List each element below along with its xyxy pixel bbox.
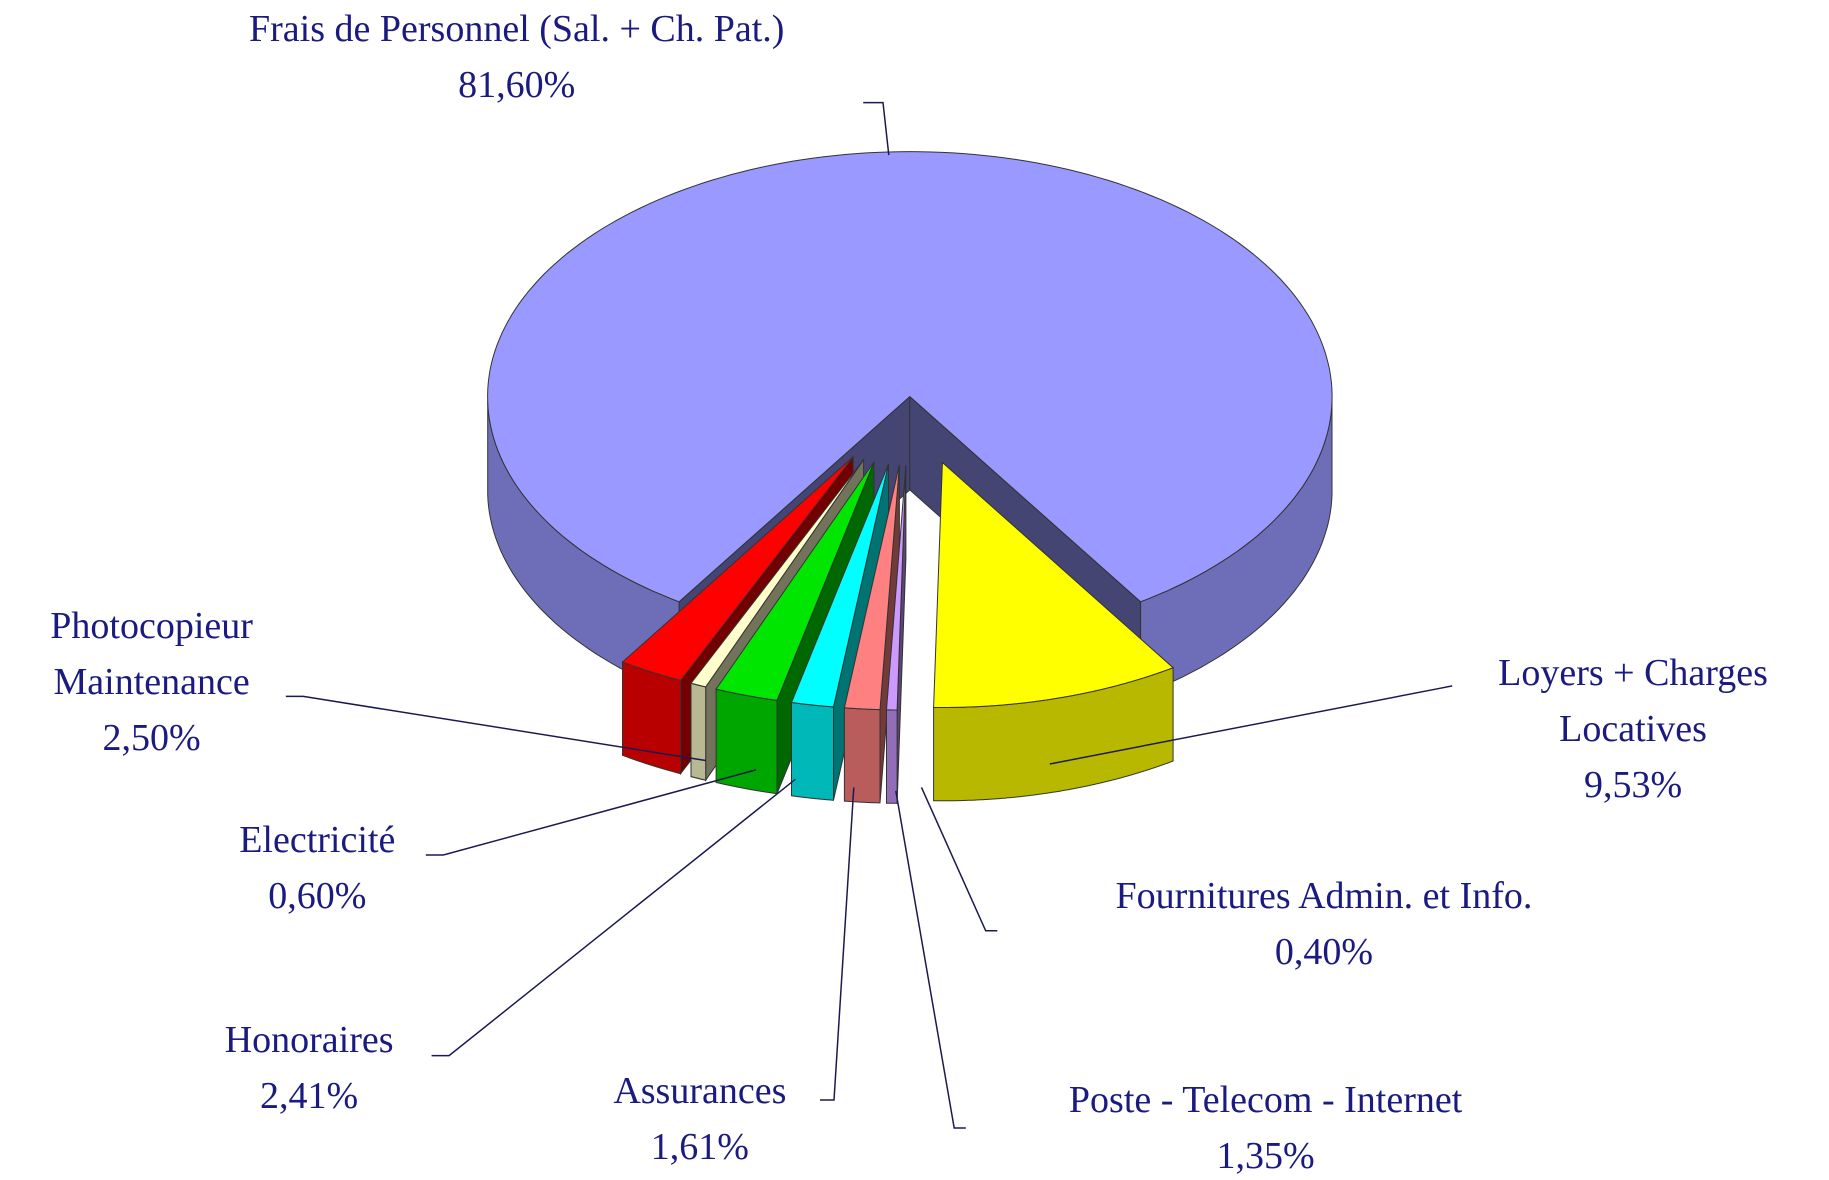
slice-label: Photocopieur Maintenance 2,50% (12, 598, 292, 766)
slice-top (843, 464, 900, 711)
slice-side (690, 682, 707, 781)
slice-label: Assurances 1,61% (250, 1063, 1150, 1175)
slice-side (791, 702, 834, 801)
leader-line (920, 787, 998, 932)
slice (487, 151, 1333, 697)
value-label: 81,60% (458, 64, 576, 107)
leader-line (820, 787, 855, 1101)
slice (933, 461, 1175, 802)
leader-line (431, 778, 796, 1057)
leader-line (895, 790, 966, 1129)
slice-side (622, 661, 682, 775)
slice-top (933, 461, 1175, 708)
slice-side (843, 707, 881, 804)
category-label: Poste - Telecom - Internet (1068, 1078, 1463, 1121)
category-label: Electricité (239, 818, 396, 861)
slice-label: Poste - Telecom - Internet 1,35% (816, 1072, 1716, 1180)
slice-top (487, 151, 1333, 603)
slice-top (621, 456, 854, 681)
category-label: Honoraires (224, 1019, 394, 1062)
slice-top (790, 463, 889, 708)
slice-top (885, 465, 907, 711)
leader-line (425, 769, 757, 856)
slice-label: Frais de Personnel (Sal. + Ch. Pat.) 81,6… (67, 1, 967, 113)
slice-top (689, 459, 865, 688)
slice-label: Honoraires 2,41% (0, 1012, 759, 1124)
value-label: 2,41% (260, 1075, 359, 1118)
value-label: 0,60% (268, 874, 367, 917)
leader-line (863, 101, 890, 156)
leader-line (1049, 685, 1453, 765)
category-label: Fournitures Admin. et Info. (1115, 874, 1533, 917)
value-label: 2,50% (102, 717, 201, 760)
category-label: Assurances (613, 1069, 787, 1112)
category-label: Loyers + Charges Locatives (1498, 652, 1768, 751)
value-label: 9,53% (1583, 764, 1683, 807)
slice-label: Electricité 0,60% (0, 812, 767, 924)
value-label: 1,35% (1216, 1134, 1315, 1177)
slice-label: Fournitures Admin. et Info. 0,40% (874, 868, 1774, 980)
slice-label: Loyers + Charges Locatives 9,53% (1441, 645, 1826, 813)
slice (885, 465, 907, 804)
slice (843, 464, 900, 804)
leader-line (285, 695, 706, 762)
value-label: 1,61% (650, 1125, 749, 1168)
slice-side (886, 709, 898, 804)
slice-top (715, 461, 875, 702)
category-label: Photocopieur Maintenance (50, 605, 253, 704)
value-label: 0,40% (1274, 930, 1373, 973)
category-label: Frais de Personnel (Sal. + Ch. Pat.) (249, 8, 785, 51)
